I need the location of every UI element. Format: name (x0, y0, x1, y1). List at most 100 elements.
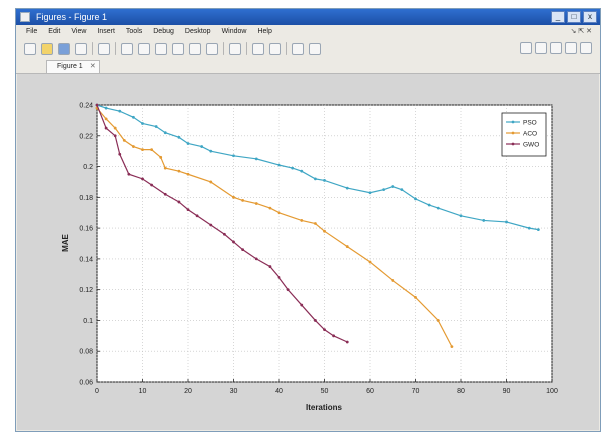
data-point-gwo (127, 172, 131, 176)
data-point-gwo (332, 334, 335, 338)
x-tick-label: 0 (95, 388, 99, 395)
data-point-aco (113, 126, 117, 130)
data-point-pso (200, 145, 204, 148)
tab-close-icon[interactable]: ✕ (89, 63, 96, 70)
data-point-gwo (104, 126, 108, 130)
figure-window: Figures - Figure 1 _ □ x File Edit View … (15, 8, 601, 432)
toolbar-separator (115, 42, 116, 55)
menu-debug[interactable]: Debug (153, 28, 174, 35)
data-point-pso (505, 220, 508, 224)
data-point-pso (104, 106, 108, 110)
data-point-pso (323, 179, 326, 182)
data-point-pso (277, 163, 281, 167)
data-point-pso (427, 203, 431, 207)
dock-layout-buttons (520, 42, 592, 54)
window-controls: _ □ x (551, 11, 597, 23)
new-file-icon[interactable] (24, 42, 36, 55)
top-bottom-icon[interactable] (550, 42, 562, 54)
hide-plot-tools-icon[interactable] (292, 42, 304, 55)
data-point-pso (154, 125, 158, 128)
menu-desktop[interactable]: Desktop (184, 28, 211, 35)
data-point-aco (104, 117, 108, 121)
data-point-aco (450, 345, 454, 349)
x-tick-label: 80 (457, 388, 465, 395)
menu-edit[interactable]: Edit (48, 28, 61, 35)
link-icon[interactable] (229, 42, 241, 55)
x-tick-label: 90 (503, 388, 511, 395)
x-tick-label: 40 (275, 388, 283, 395)
y-tick-label: 0.12 (79, 287, 93, 294)
legend-marker-gwo (511, 142, 515, 146)
zoom-in-icon[interactable] (121, 42, 133, 55)
data-point-gwo (345, 340, 349, 344)
data-point-pso (459, 214, 463, 218)
data-cursor-icon[interactable] (189, 42, 201, 55)
data-point-aco (268, 206, 272, 210)
data-point-aco (122, 138, 126, 142)
legend-label-pso: PSO (523, 120, 537, 127)
document-tab-strip: Figure 1 ✕ (16, 59, 600, 74)
legend-box (501, 112, 547, 157)
pan-icon[interactable] (155, 42, 167, 55)
x-tick-label: 50 (321, 388, 329, 395)
x-tick-label: 70 (412, 388, 420, 395)
data-point-pso (527, 226, 531, 230)
legend-marker-aco (511, 131, 515, 135)
open-folder-icon[interactable] (41, 42, 53, 55)
figure-canvas[interactable]: 0 10 20 30 40 50 60 70 80 90 100 0.06 0.08 0.1 0.12 0.1… (17, 74, 599, 430)
y-tick-label: 0.06 (79, 380, 93, 387)
series-line-aco[interactable] (96, 107, 453, 347)
data-point-aco (186, 172, 190, 176)
save-icon[interactable] (58, 42, 70, 55)
y-tick-label: 0.14 (79, 256, 93, 263)
x-tick-label: 10 (139, 388, 147, 395)
data-point-gwo (232, 240, 235, 244)
legend-label-aco: ACO (523, 131, 537, 138)
float-icon[interactable] (565, 42, 577, 54)
brush-icon[interactable] (206, 42, 218, 55)
rotate-icon[interactable] (172, 42, 184, 55)
data-point-gwo (300, 303, 304, 307)
close-button[interactable]: x (583, 11, 597, 23)
legend[interactable]: PSO ACO GWO (501, 112, 547, 157)
menu-file[interactable]: File (26, 28, 38, 35)
data-point-aco (345, 245, 349, 248)
data-point-pso (436, 206, 440, 210)
toolbar-separator (246, 42, 247, 55)
colorbar-icon[interactable] (252, 42, 264, 55)
menu-help[interactable]: Help (257, 28, 272, 35)
x-tick-label: 100 (546, 388, 558, 395)
y-tick-label: 0.18 (79, 195, 93, 202)
left-right-icon[interactable] (535, 42, 547, 54)
minimize-button[interactable]: _ (551, 11, 565, 23)
legend-marker-pso (511, 120, 515, 124)
dock-icon[interactable] (580, 42, 592, 54)
series-lines (95, 103, 540, 349)
data-point-pso (400, 188, 404, 192)
show-plot-tools-icon[interactable] (309, 42, 321, 55)
title-bar[interactable]: Figures - Figure 1 _ □ x (16, 9, 600, 25)
tab-label: Figure 1 (57, 63, 83, 70)
data-point-gwo (163, 192, 167, 196)
legend-icon[interactable] (269, 42, 281, 55)
menu-insert[interactable]: Insert (97, 28, 115, 35)
menu-window[interactable]: Window (221, 28, 247, 35)
line-chart[interactable]: 0 10 20 30 40 50 60 70 80 90 100 0.06 0.08 0.1 0.12 0.1… (17, 74, 601, 431)
grid-lines (96, 104, 553, 383)
print-icon[interactable] (75, 42, 87, 55)
data-point-gwo (195, 214, 199, 218)
edit-plot-icon[interactable] (98, 42, 110, 55)
x-tick-label: 30 (230, 388, 238, 395)
menu-dock-controls[interactable]: ↘ ⇱ ✕ (570, 28, 593, 35)
data-point-pso (291, 166, 295, 170)
data-point-aco (323, 229, 326, 233)
menu-tools[interactable]: Tools (125, 28, 143, 35)
series-line-gwo[interactable] (96, 104, 348, 343)
maximize-button[interactable]: □ (567, 11, 581, 23)
zoom-out-icon[interactable] (138, 42, 150, 55)
tab-figure-1[interactable]: Figure 1 ✕ (46, 60, 100, 73)
data-point-aco (177, 169, 181, 173)
menu-view[interactable]: View (71, 28, 87, 35)
data-point-gwo (254, 257, 258, 261)
tile-icon[interactable] (520, 42, 532, 54)
